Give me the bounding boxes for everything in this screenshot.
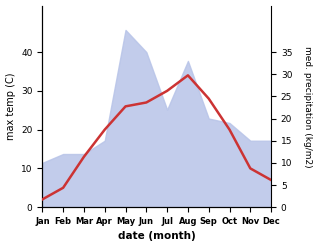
Y-axis label: max temp (C): max temp (C) xyxy=(5,73,16,140)
Y-axis label: med. precipitation (kg/m2): med. precipitation (kg/m2) xyxy=(303,45,313,167)
X-axis label: date (month): date (month) xyxy=(118,231,196,242)
